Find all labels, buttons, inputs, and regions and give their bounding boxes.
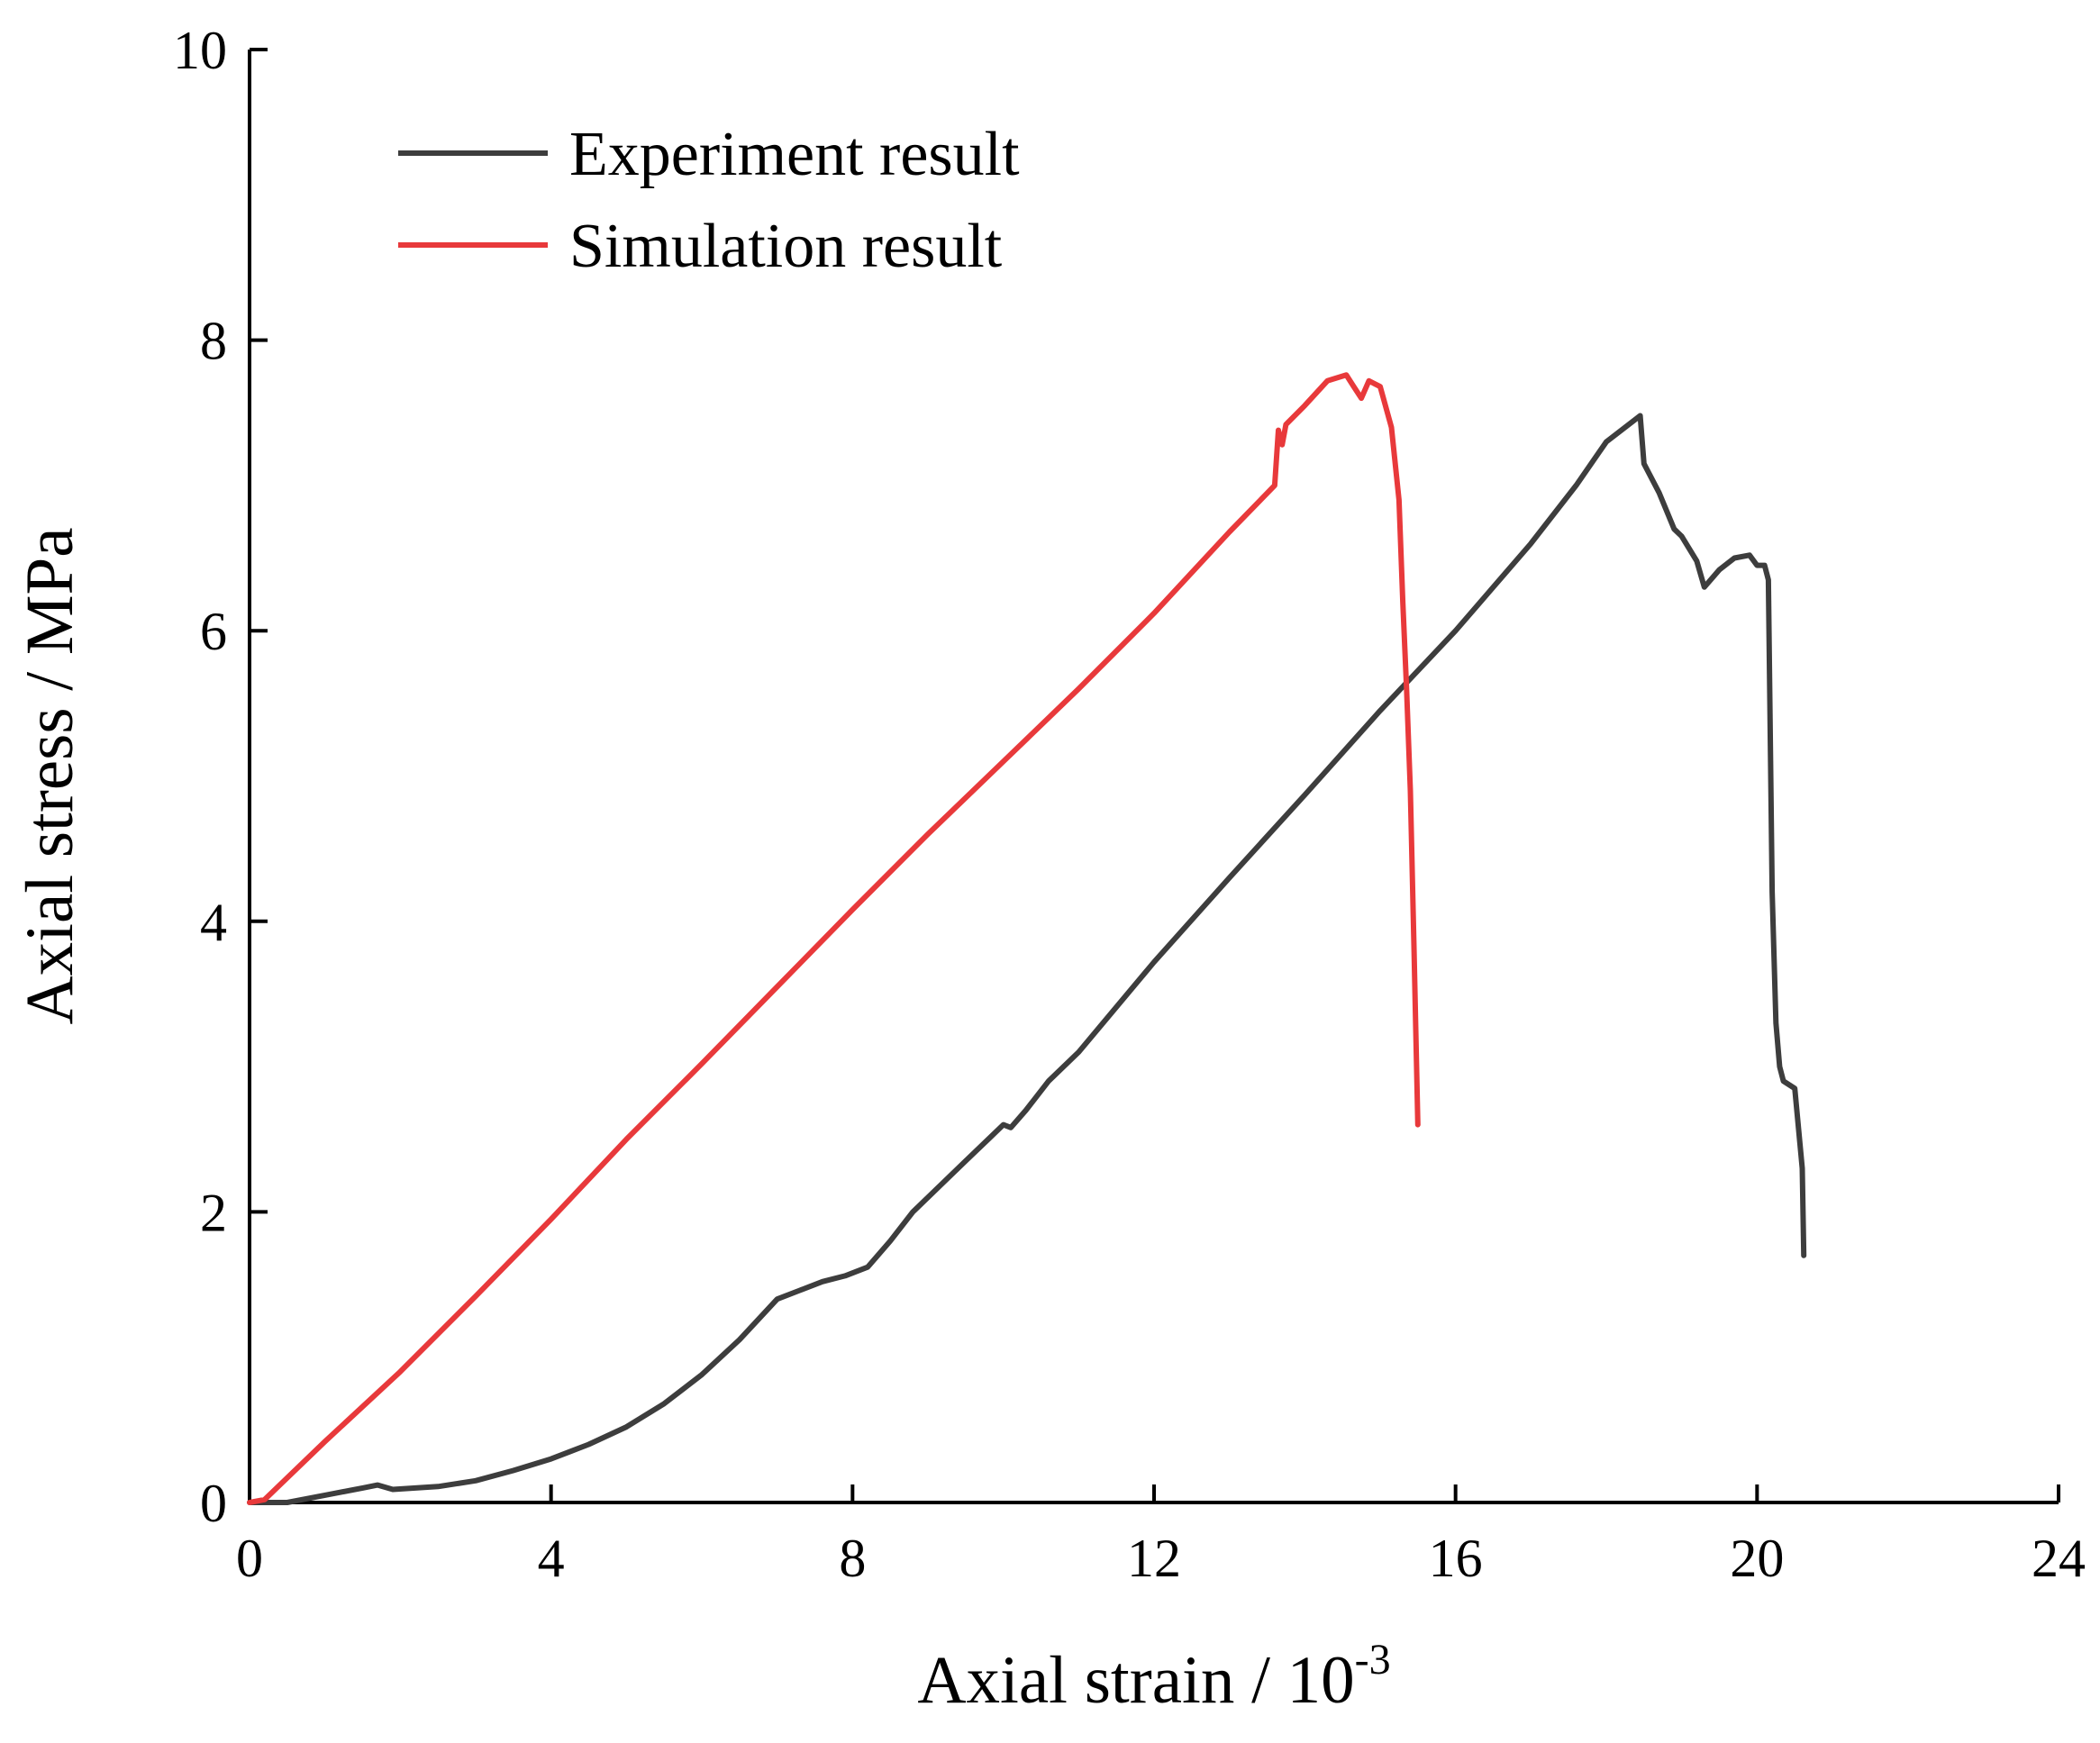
y-axis-label: Axial stress / MPa	[13, 527, 87, 1024]
y-tick-label: 0	[200, 1474, 227, 1533]
x-tick-label: 12	[1127, 1529, 1181, 1588]
y-tick-label: 10	[173, 21, 227, 80]
legend-label-simulation: Simulation result	[569, 212, 1003, 281]
legend-label-experiment: Experiment result	[569, 120, 1020, 189]
x-tick-label: 4	[538, 1529, 565, 1588]
x-tick-label: 24	[2032, 1529, 2086, 1588]
y-tick-label: 8	[200, 312, 227, 371]
x-tick-label: 0	[236, 1529, 263, 1588]
y-tick-label: 4	[200, 893, 227, 952]
x-tick-label: 16	[1429, 1529, 1483, 1588]
x-axis-label-main: Axial strain / 10	[917, 1643, 1354, 1718]
y-tick-label: 6	[200, 602, 227, 661]
x-axis-label-exponent: -3	[1355, 1636, 1391, 1684]
series-line-simulation	[247, 372, 1421, 1505]
x-axis-label: Axial strain / 10-3	[917, 1636, 1390, 1718]
x-tick-label: 20	[1730, 1529, 1784, 1588]
series-line-experiment	[247, 413, 1807, 1505]
legend: Experiment result Simulation result	[398, 120, 1020, 281]
series-layer	[247, 372, 1807, 1505]
y-tick-label: 2	[200, 1183, 227, 1242]
x-tick-label: 8	[839, 1529, 866, 1588]
